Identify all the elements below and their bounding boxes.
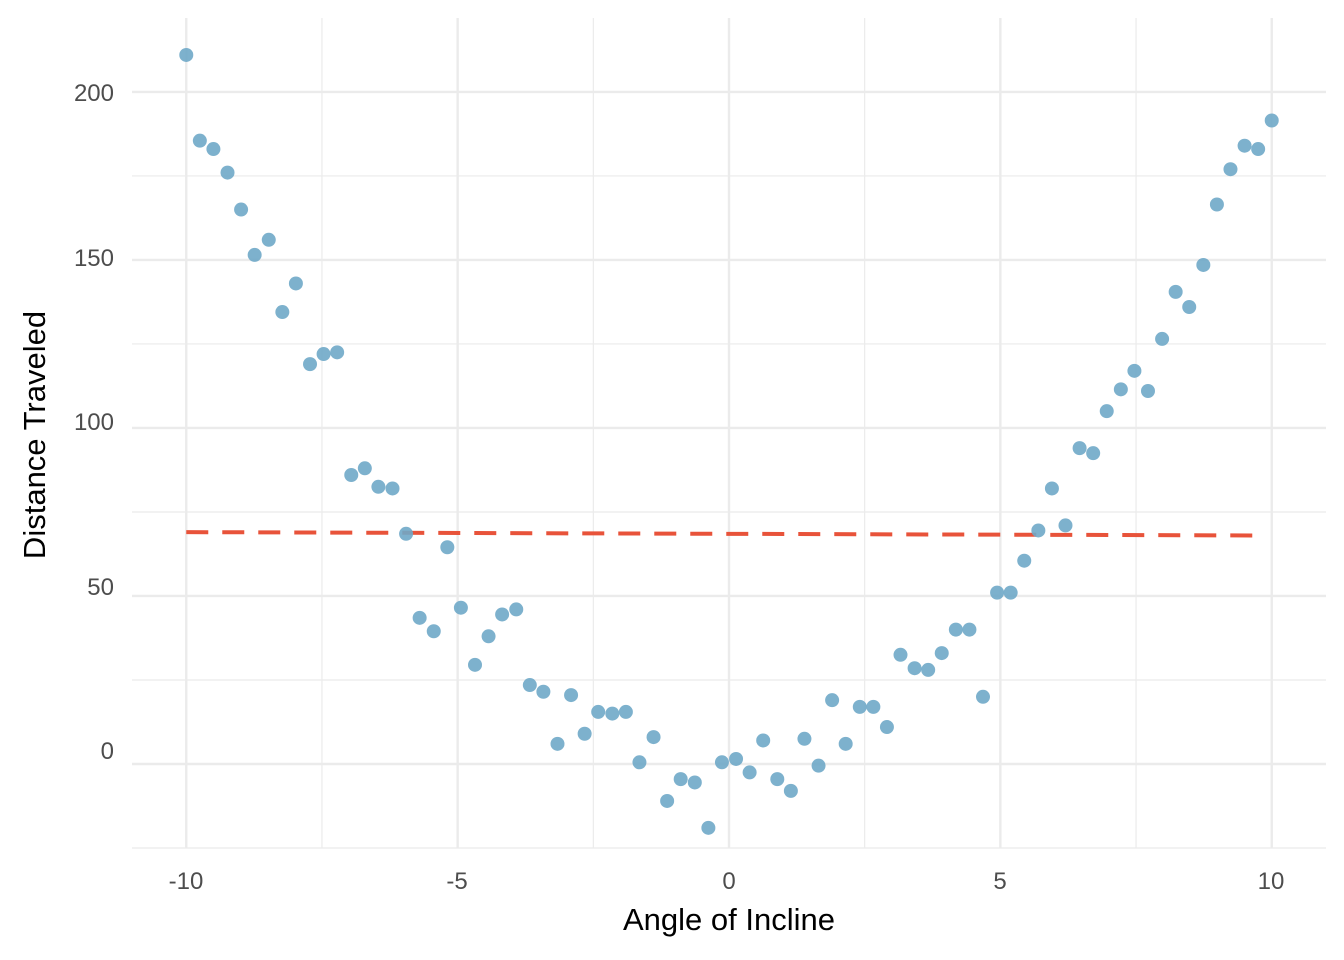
data-point [206, 142, 221, 157]
fit-line [186, 530, 1264, 538]
data-point [1196, 257, 1211, 272]
data-point [385, 481, 400, 496]
x-tick-label: 10 [1258, 868, 1285, 895]
data-point [838, 736, 853, 751]
data-point [852, 699, 867, 714]
data-point [1003, 585, 1018, 600]
data-point [1044, 481, 1059, 496]
data-point [426, 624, 441, 639]
y-tick-label: 200 [74, 80, 114, 107]
data-point [316, 347, 331, 362]
data-point [509, 602, 524, 617]
data-point [975, 689, 990, 704]
data-point [564, 688, 579, 703]
data-point [591, 704, 606, 719]
data-point [962, 622, 977, 637]
data-point [550, 736, 565, 751]
data-point [577, 726, 592, 741]
data-point [440, 540, 455, 555]
data-point [1072, 441, 1087, 456]
x-tick-labels: -10 -5 0 5 10 [169, 868, 1285, 895]
data-point [811, 758, 826, 773]
data-point [495, 607, 510, 622]
data-point [879, 720, 894, 735]
data-point [1127, 363, 1142, 378]
data-point [1017, 553, 1032, 568]
data-point [536, 684, 551, 699]
data-point [1182, 299, 1197, 314]
data-point [192, 133, 207, 148]
data-point [303, 357, 318, 372]
data-point [1237, 138, 1252, 153]
data-point [934, 646, 949, 661]
y-tick-label: 0 [101, 738, 114, 765]
data-point [632, 755, 647, 770]
data-point [1168, 284, 1183, 299]
data-point [990, 585, 1005, 600]
data-point [261, 232, 276, 247]
data-point [948, 622, 963, 637]
data-point [371, 479, 386, 494]
data-point [468, 657, 483, 672]
data-point [1113, 382, 1128, 397]
data-point [220, 165, 235, 180]
x-tick-label: -10 [169, 868, 204, 895]
data-point [866, 699, 881, 714]
data-point [1086, 446, 1101, 461]
data-point [825, 693, 840, 708]
data-point [618, 704, 633, 719]
data-point [357, 461, 372, 476]
data-point [783, 783, 798, 798]
data-point [453, 600, 468, 615]
y-tick-labels: 0 50 100 150 200 [74, 80, 114, 765]
data-point [179, 47, 194, 62]
data-point [1140, 383, 1155, 398]
data-point [605, 706, 620, 721]
data-point [1223, 162, 1238, 177]
data-point [797, 731, 812, 746]
data-point [1099, 404, 1114, 419]
x-tick-label: 5 [993, 868, 1006, 895]
data-point [907, 661, 922, 676]
points-layer [179, 47, 1279, 835]
data-point [756, 733, 771, 748]
data-point [646, 730, 661, 745]
data-point [687, 775, 702, 790]
data-point [1264, 113, 1279, 128]
fit-line-layer [186, 530, 1264, 538]
data-point [1058, 518, 1073, 533]
data-point [522, 678, 537, 693]
data-point [742, 765, 757, 780]
data-point [288, 276, 303, 291]
data-point [770, 772, 785, 787]
data-point [1031, 523, 1046, 538]
data-point [893, 647, 908, 662]
data-point [481, 629, 496, 644]
y-tick-label: 150 [74, 245, 114, 272]
data-point [921, 662, 936, 677]
data-point [1251, 142, 1266, 157]
data-point [1209, 197, 1224, 212]
x-tick-label: -5 [446, 868, 467, 895]
data-point [247, 247, 262, 262]
data-point [234, 202, 249, 217]
data-point [701, 820, 716, 835]
x-tick-label: 0 [722, 868, 735, 895]
y-tick-label: 100 [74, 409, 114, 436]
data-point [275, 305, 290, 320]
y-tick-label: 50 [87, 574, 114, 601]
data-point [399, 526, 414, 541]
data-point [412, 610, 427, 625]
data-point [330, 345, 345, 360]
y-axis-title: Distance Traveled [17, 311, 52, 559]
data-point [729, 751, 744, 766]
data-point [1155, 331, 1170, 346]
data-point [344, 468, 359, 483]
data-point [660, 793, 675, 808]
data-point [714, 755, 729, 770]
data-point [673, 772, 688, 787]
grid-major [132, 18, 1326, 848]
x-axis-title: Angle of Incline [623, 902, 835, 937]
